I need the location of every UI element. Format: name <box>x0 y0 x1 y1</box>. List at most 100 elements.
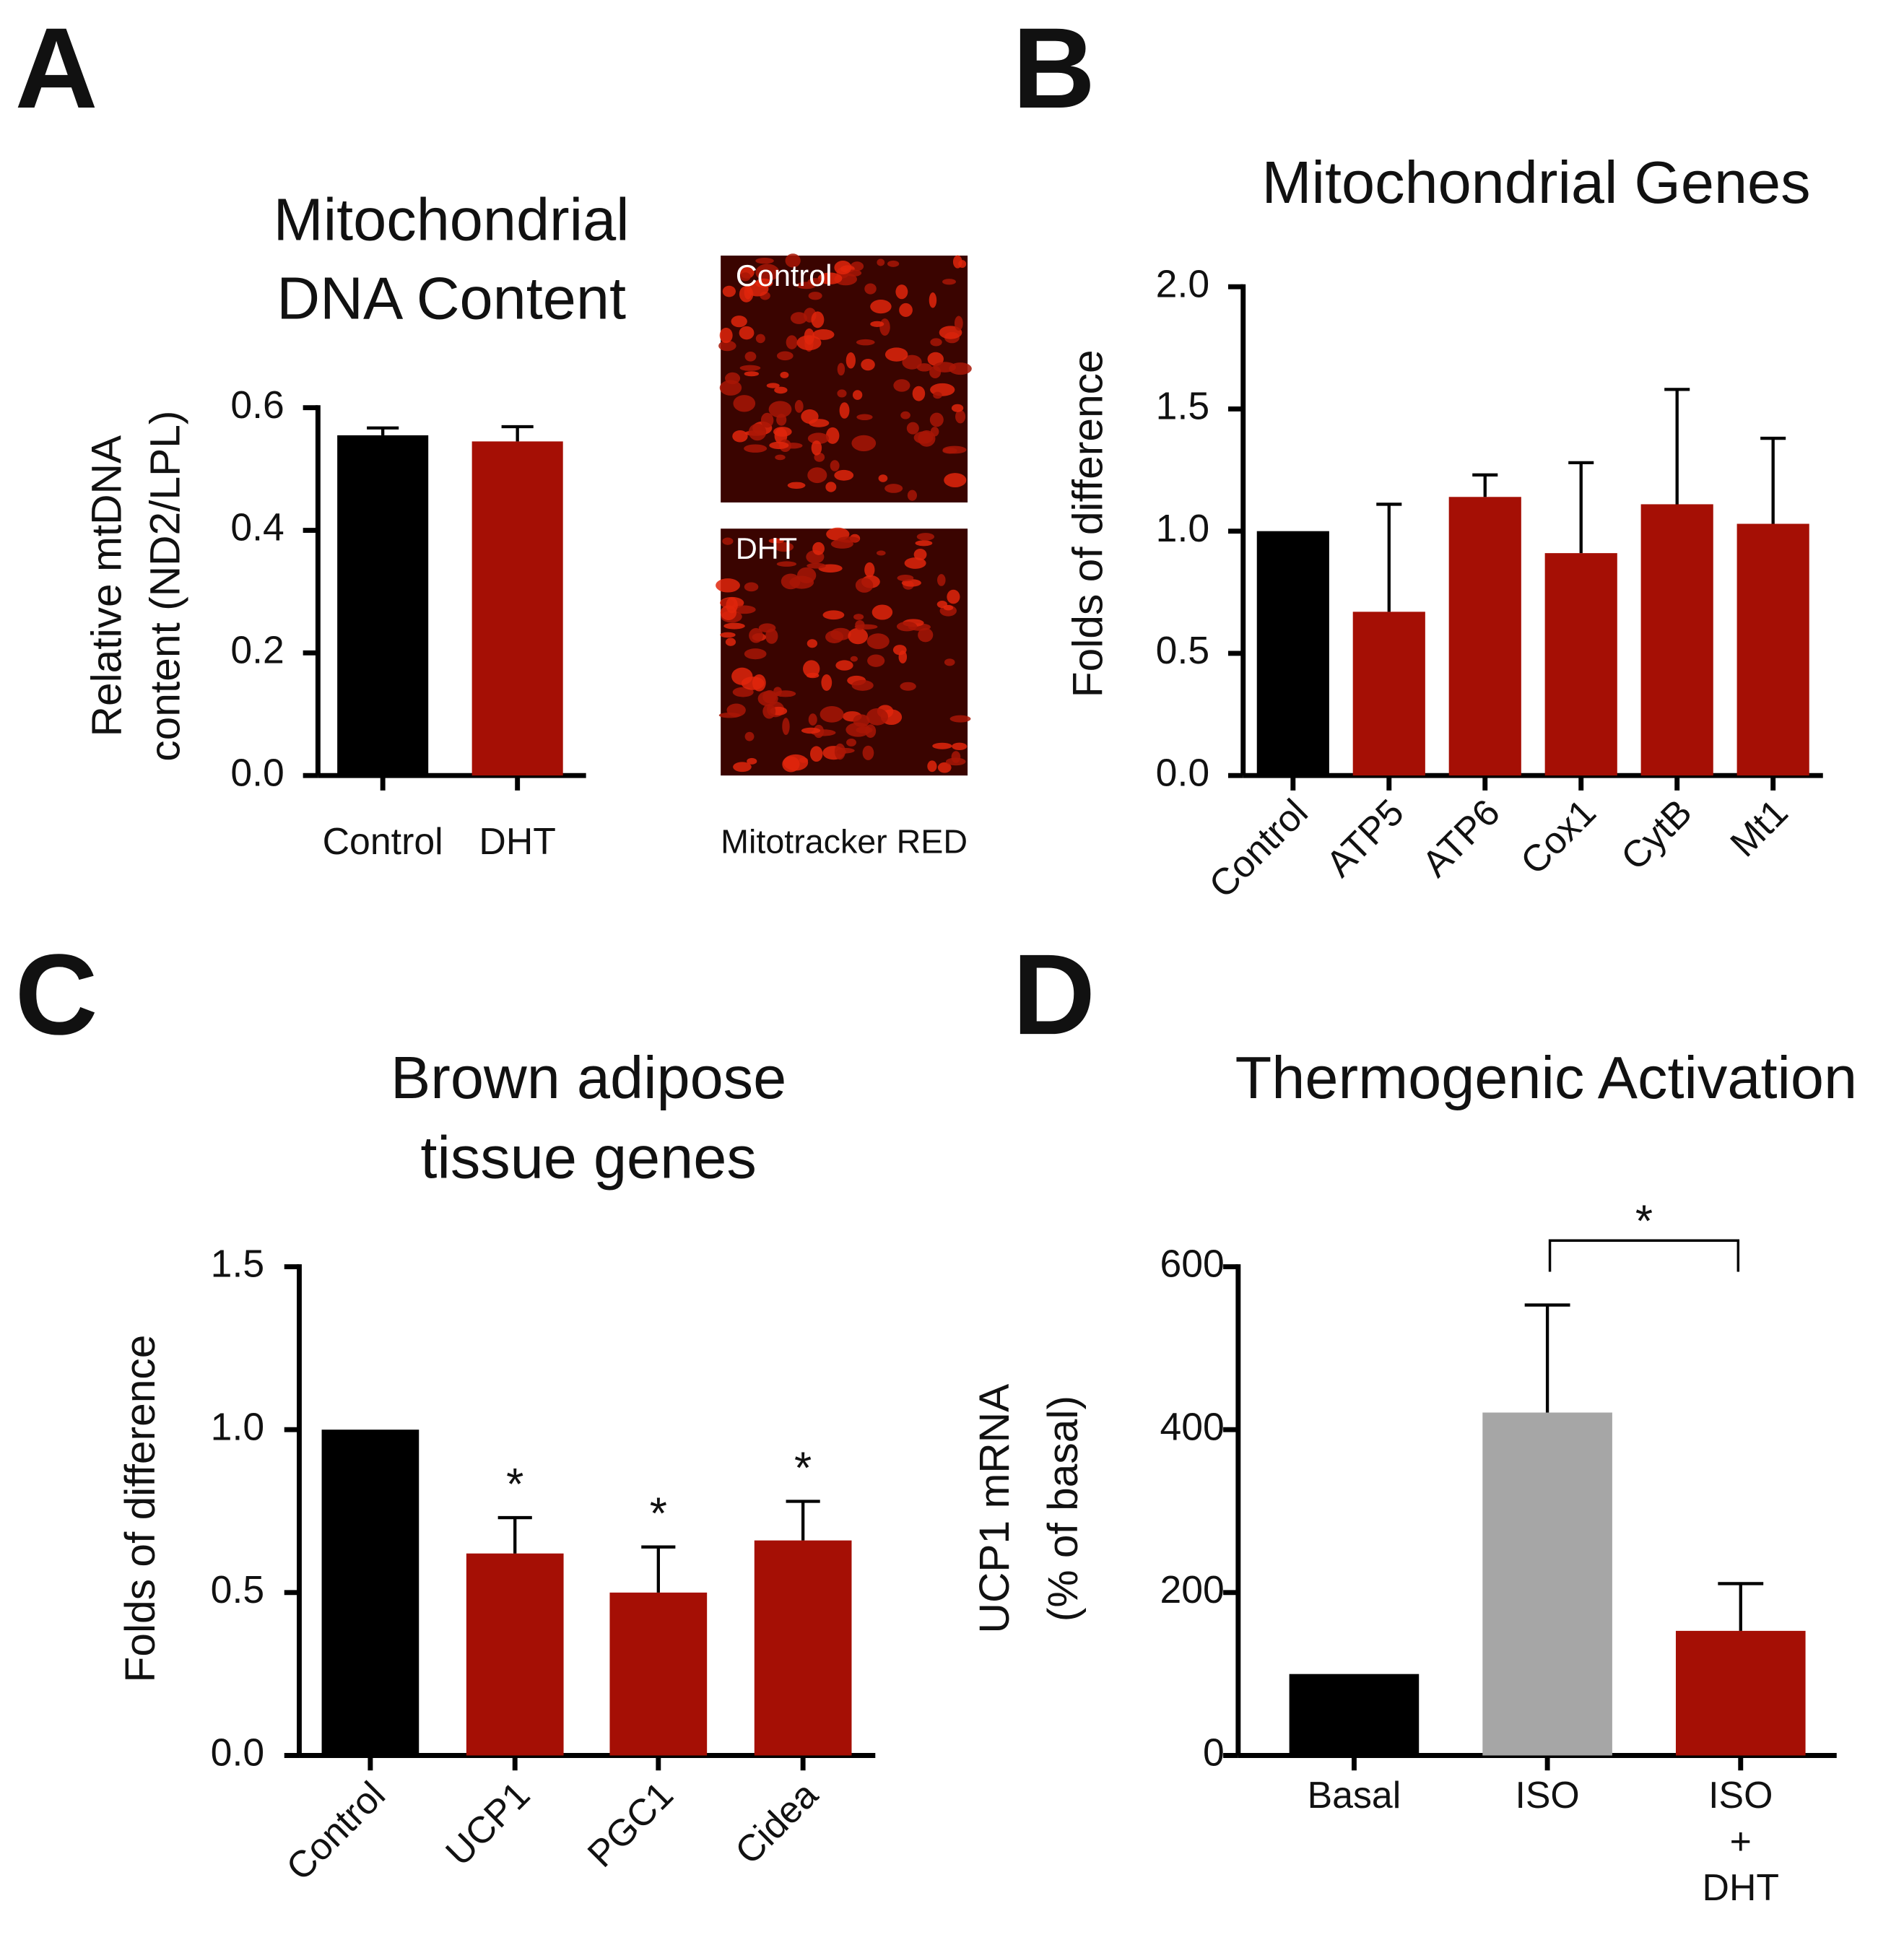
bar <box>466 1553 564 1756</box>
chart-title: Mitochondrial <box>274 186 630 253</box>
cell <box>933 391 942 399</box>
cell <box>887 260 900 267</box>
cell <box>744 582 759 592</box>
bar <box>321 1430 420 1756</box>
y-axis-label: (% of basal) <box>1040 1396 1087 1622</box>
cell <box>899 303 913 317</box>
cell <box>723 622 745 630</box>
x-tick-label: Mt1 <box>1722 791 1796 864</box>
cell <box>835 660 853 671</box>
y-axis-label: Folds of difference <box>1065 349 1112 697</box>
y-tick-label: 0.6 <box>230 384 284 427</box>
cell <box>803 660 820 678</box>
y-tick-label: 200 <box>1160 1569 1225 1611</box>
bar <box>1256 531 1329 776</box>
cell <box>808 292 822 300</box>
cell <box>825 630 844 643</box>
cell <box>855 619 865 630</box>
cell <box>937 762 952 773</box>
cell <box>744 648 767 660</box>
cell <box>731 316 747 328</box>
y-tick-label: 2.0 <box>1156 263 1209 305</box>
y-tick-label: 0.5 <box>1156 630 1209 672</box>
cell <box>773 687 782 696</box>
significance-marker: * <box>650 1489 667 1539</box>
bar <box>754 1540 852 1756</box>
cell <box>775 454 786 461</box>
cell <box>856 414 873 421</box>
cell <box>808 713 817 726</box>
y-tick-label: 0.0 <box>211 1732 264 1775</box>
cell <box>720 605 737 620</box>
cell <box>774 541 794 552</box>
x-tick-label-box: ISO <box>1515 1775 1579 1816</box>
cell <box>898 650 908 663</box>
cell <box>855 578 874 593</box>
y-tick-label: 400 <box>1160 1406 1225 1448</box>
cell <box>746 281 769 297</box>
cell <box>929 412 944 427</box>
cell <box>944 473 967 487</box>
cell <box>893 379 910 392</box>
x-tick-label: ISO + DHT <box>1702 1775 1780 1909</box>
cell <box>747 757 757 765</box>
cell <box>846 352 856 369</box>
cell <box>790 312 807 324</box>
cell <box>774 386 788 394</box>
cell <box>830 460 840 471</box>
cell <box>801 409 819 424</box>
cell <box>755 264 780 282</box>
micrograph-label: DHT <box>736 531 797 565</box>
cell <box>945 757 966 766</box>
micrograph-label: Control <box>736 258 833 292</box>
y-tick-label: 0.0 <box>230 752 284 794</box>
cell <box>766 383 780 388</box>
y-axis-label: content (ND2/LPL) <box>142 411 189 762</box>
cell <box>732 430 748 443</box>
cell <box>807 639 818 648</box>
cell <box>852 390 863 400</box>
cell <box>933 362 957 373</box>
y-tick-label: 0.5 <box>211 1569 264 1611</box>
cell <box>812 329 835 340</box>
significance-bracket <box>1548 1239 1740 1272</box>
cell <box>930 338 942 347</box>
cell <box>758 623 776 633</box>
cell <box>739 272 751 282</box>
cell <box>900 682 916 691</box>
chart-title: Mitochondrial Genes <box>1262 149 1811 216</box>
y-tick-label: 1.0 <box>211 1406 264 1448</box>
cell <box>870 300 892 314</box>
cell <box>739 365 761 371</box>
cell <box>719 327 733 344</box>
cell <box>834 743 846 760</box>
cell <box>918 627 934 643</box>
cell <box>776 351 794 361</box>
cell <box>760 412 774 428</box>
cell <box>900 411 910 419</box>
cell <box>867 654 885 667</box>
cell <box>915 540 933 547</box>
cell <box>787 482 806 489</box>
cell <box>716 578 740 593</box>
cell <box>811 311 825 328</box>
cell <box>718 712 741 718</box>
cell <box>825 482 837 492</box>
cell <box>757 691 778 707</box>
cell <box>796 567 817 583</box>
cell <box>853 614 864 620</box>
x-tick-label: Cox1 <box>1512 791 1604 882</box>
cell <box>807 467 827 484</box>
cell <box>776 561 797 567</box>
cell <box>848 627 869 645</box>
bar <box>1289 1674 1420 1756</box>
cell <box>786 335 798 349</box>
cell <box>896 622 918 632</box>
x-tick-label: Control <box>278 1773 393 1888</box>
cell <box>907 489 917 501</box>
bar <box>609 1592 708 1756</box>
cell <box>794 399 804 413</box>
cell <box>878 474 888 482</box>
cell <box>838 536 860 543</box>
